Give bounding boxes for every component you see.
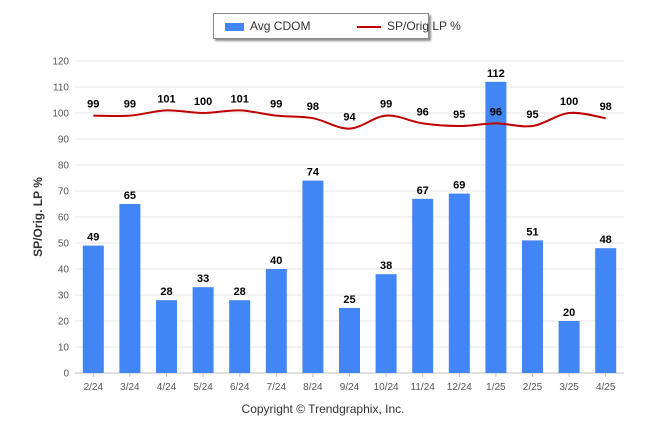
bar xyxy=(119,204,141,373)
line-data-label: 94 xyxy=(343,112,356,124)
y-tick-label: 90 xyxy=(58,135,70,146)
x-tick-label: 2/25 xyxy=(523,382,543,393)
bar-data-label: 69 xyxy=(453,180,465,192)
line-data-label: 99 xyxy=(124,99,136,111)
y-tick-label: 60 xyxy=(58,213,70,224)
y-axis-title: SP/Orig. LP % xyxy=(31,177,45,257)
line-data-label: 101 xyxy=(157,93,175,105)
bar xyxy=(375,274,397,373)
bar xyxy=(302,180,324,373)
bar xyxy=(82,245,104,373)
bar-data-label: 28 xyxy=(160,286,172,298)
x-tick-label: 10/24 xyxy=(374,382,399,393)
bar-data-label: 74 xyxy=(307,167,320,179)
x-tick-label: 11/24 xyxy=(411,382,436,393)
line-data-label: 100 xyxy=(194,96,212,108)
y-tick-label: 30 xyxy=(58,291,70,302)
line-data-label: 99 xyxy=(270,99,282,111)
bar xyxy=(229,300,251,373)
bar-data-label: 25 xyxy=(343,294,355,306)
bar xyxy=(156,300,177,373)
bar-data-label: 112 xyxy=(487,68,505,80)
x-tick-label: 5/24 xyxy=(193,382,213,393)
x-tick-label: 4/24 xyxy=(157,382,177,393)
bar xyxy=(558,321,580,373)
line-data-label: 95 xyxy=(453,109,465,121)
bar-data-label: 33 xyxy=(197,273,209,285)
y-tick-label: 10 xyxy=(58,343,70,354)
line-data-label: 96 xyxy=(417,106,429,118)
copyright-text: Copyright © Trendgraphix, Inc. xyxy=(241,402,405,416)
x-tick-label: 9/24 xyxy=(340,382,360,393)
line-data-label: 100 xyxy=(560,96,578,108)
bar-data-label: 20 xyxy=(563,307,575,319)
x-tick-label: 3/24 xyxy=(120,382,140,393)
bar xyxy=(265,269,287,373)
x-tick-label: 7/24 xyxy=(267,382,287,393)
line-data-label: 98 xyxy=(600,101,612,113)
line-data-label: 101 xyxy=(231,93,249,105)
bar-data-label: 67 xyxy=(417,185,429,197)
bar xyxy=(339,308,360,373)
bar-data-label: 28 xyxy=(234,286,246,298)
bar-data-label: 38 xyxy=(380,260,392,272)
x-tick-label: 6/24 xyxy=(230,382,250,393)
bar xyxy=(485,81,507,374)
line-data-label: 99 xyxy=(87,99,99,111)
y-tick-label: 120 xyxy=(52,57,69,68)
bar xyxy=(448,193,470,373)
y-tick-label: 100 xyxy=(52,109,69,120)
legend-label-line: SP/Orig LP % xyxy=(387,19,461,33)
line-data-label: 98 xyxy=(307,101,319,113)
y-tick-label: 0 xyxy=(63,369,69,380)
y-tick-label: 70 xyxy=(58,187,70,198)
bar-data-label: 48 xyxy=(600,234,612,246)
x-tick-label: 2/24 xyxy=(84,382,104,393)
x-tick-label: 12/24 xyxy=(447,382,472,393)
x-tick-label: 3/25 xyxy=(559,382,579,393)
legend-swatch-line-icon xyxy=(357,26,381,28)
bar xyxy=(412,198,434,373)
line-data-label: 99 xyxy=(380,99,392,111)
y-tick-label: 40 xyxy=(58,265,70,276)
bar-data-label: 51 xyxy=(526,226,538,238)
line-data-label: 95 xyxy=(526,109,538,121)
bar xyxy=(192,287,214,373)
x-tick-label: 4/25 xyxy=(596,382,616,393)
y-tick-label: 50 xyxy=(58,239,70,250)
bar xyxy=(522,240,543,373)
legend: Avg CDOM SP/Orig LP % xyxy=(213,13,461,39)
x-tick-label: 1/25 xyxy=(486,382,506,393)
bar xyxy=(595,248,617,373)
x-tick-label: 8/24 xyxy=(303,382,323,393)
legend-label-bar: Avg CDOM xyxy=(250,19,311,33)
bar-data-label: 40 xyxy=(270,255,282,267)
y-tick-label: 110 xyxy=(53,83,69,94)
y-tick-label: 20 xyxy=(58,317,70,328)
legend-swatch-bar-icon xyxy=(225,23,244,31)
series-line xyxy=(93,109,606,130)
bar-data-label: 65 xyxy=(124,190,136,202)
bar-data-label: 49 xyxy=(87,232,99,244)
y-tick-label: 80 xyxy=(58,161,70,172)
line-data-label: 96 xyxy=(490,106,502,118)
